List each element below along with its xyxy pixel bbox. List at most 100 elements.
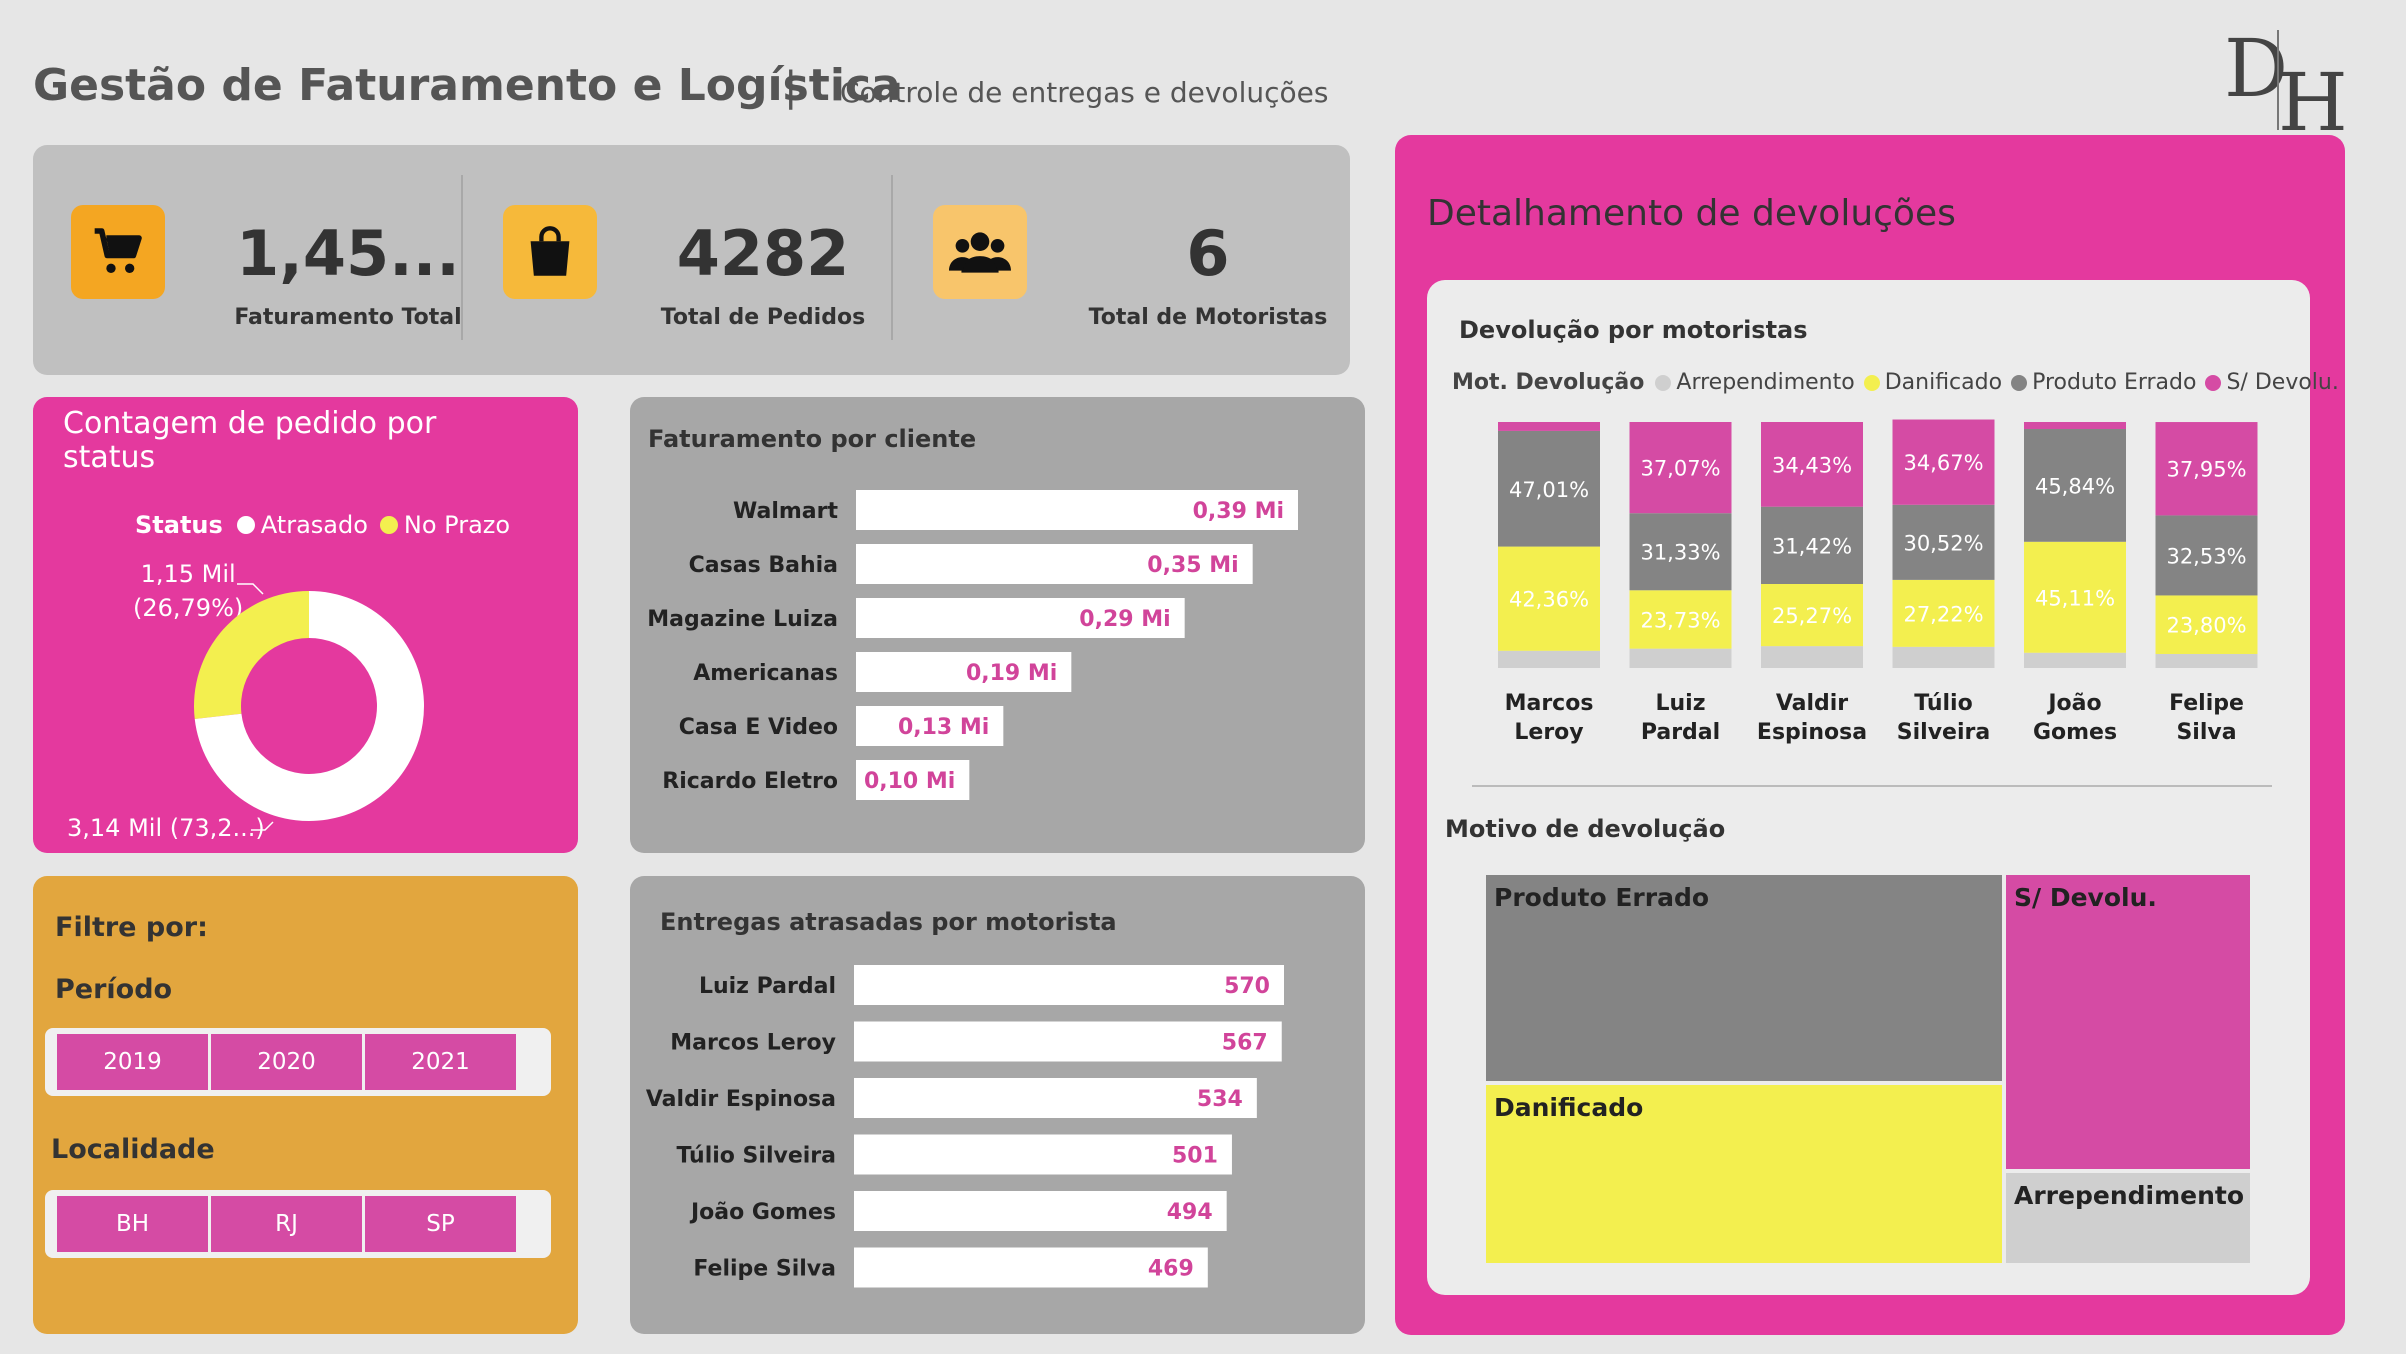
logo-divider xyxy=(2277,30,2279,130)
stack-segment-danificado[interactable] xyxy=(1761,583,1863,647)
stack-value-label: 30,52% xyxy=(1903,531,1983,555)
donut-label-atrasado: 1,15 Mil (26,79%) xyxy=(133,557,243,625)
stack-segment-danificado[interactable] xyxy=(2155,595,2258,654)
bar-walmart[interactable] xyxy=(856,490,1298,530)
legend-dot-produto-errado xyxy=(2011,374,2028,391)
stack-value-label: 37,07% xyxy=(1640,457,1720,481)
stack-segment-danificado[interactable] xyxy=(1498,546,1600,651)
bar-value-label: 534 xyxy=(1197,1087,1243,1112)
bar-americanas[interactable] xyxy=(856,652,1072,692)
bar-category-label: Valdir Espinosa xyxy=(646,1087,836,1112)
treemap-tile-produto-errado[interactable]: Produto Errado xyxy=(1484,873,2004,1083)
bar-category-label: Luiz Pardal xyxy=(699,974,836,999)
stack-segment-produto-errado[interactable] xyxy=(1629,513,1732,591)
stack-segment-produto-errado[interactable] xyxy=(1761,506,1863,584)
kpi-value-orders: 4282 xyxy=(676,217,850,290)
legend-label-produto-errado: Produto Errado xyxy=(2032,370,2197,395)
bar-luiz-pardal[interactable] xyxy=(854,965,1284,1005)
legend-dot-danificado xyxy=(1863,374,1880,391)
donut-leader-bottom xyxy=(251,821,274,831)
bar-category-label: João Gomes xyxy=(689,1200,836,1225)
bar-valdir-espinosa[interactable] xyxy=(854,1078,1257,1118)
cart-icon xyxy=(71,205,165,299)
filter-title: Filtre por: xyxy=(55,912,208,943)
stack-segment-arrependimento[interactable] xyxy=(1892,646,1995,668)
period-button-2019[interactable]: 2019 xyxy=(57,1034,208,1090)
returns-stacked-chart: 42,36% 47,01% Marcos Leroy 23,73% 31,33% 37,07… xyxy=(1498,419,2258,745)
stack-segment-s-devolu[interactable] xyxy=(1892,419,1995,505)
stack-chart-title: Devolução por motoristas xyxy=(1459,316,1808,344)
stack-segment-arrependimento[interactable] xyxy=(2155,653,2258,668)
stack-segment-arrependimento[interactable] xyxy=(2024,652,2126,668)
stack-value-label: 23,80% xyxy=(2166,614,2246,638)
stack-segment-s-devolu[interactable] xyxy=(1629,422,1732,514)
bar-casa-e-video[interactable] xyxy=(856,706,1004,746)
stack-category-label: Silveira xyxy=(1897,720,1990,745)
bar-category-label: Americanas xyxy=(693,661,838,686)
bar-value-label: 0,13 Mi xyxy=(898,715,989,740)
legend-label-arrependimento: Arrependimento xyxy=(1676,370,1855,395)
filter-panel: Filtre por: Período 2019 2020 2021 Local… xyxy=(33,876,578,1334)
bar-casas-bahia[interactable] xyxy=(856,544,1253,584)
location-button-bh[interactable]: BH xyxy=(57,1196,208,1252)
page-subtitle: Controle de entregas e devoluções xyxy=(840,76,1329,109)
kpi-value-revenue: 1,45... xyxy=(236,217,460,290)
donut-slice-atrasado[interactable] xyxy=(194,591,309,720)
bar-value-label: 567 xyxy=(1222,1031,1268,1056)
section-divider xyxy=(1472,785,2272,787)
legend-label-no-prazo: No Prazo xyxy=(403,511,511,539)
stack-segment-produto-errado[interactable] xyxy=(1498,430,1600,547)
bar-joao-gomes[interactable] xyxy=(854,1191,1227,1231)
bar-category-label: Felipe Silva xyxy=(693,1257,836,1282)
stack-segment-produto-errado[interactable] xyxy=(1892,504,1995,580)
treemap-tile-arrependimento[interactable]: Arrependimento xyxy=(2004,1171,2252,1265)
stack-segment-danificado[interactable] xyxy=(2024,541,2126,653)
donut-slice-no-prazo[interactable] xyxy=(194,591,424,821)
period-button-2020[interactable]: 2020 xyxy=(211,1034,362,1090)
treemap-tile-danificado[interactable]: Danificado xyxy=(1484,1083,2004,1265)
stack-value-label: 37,95% xyxy=(2166,458,2246,482)
stack-value-label: 31,42% xyxy=(1772,534,1852,558)
stack-segment-arrependimento[interactable] xyxy=(1629,648,1732,668)
stack-category-label: Leroy xyxy=(1514,720,1583,745)
stack-legend-title: Mot. Devolução xyxy=(1452,370,1645,395)
stack-segment-arrependimento[interactable] xyxy=(1761,646,1863,668)
legend-dot-atrasado xyxy=(236,516,255,534)
stack-segment-produto-errado[interactable] xyxy=(2024,429,2126,542)
revenue-chart-title: Faturamento por cliente xyxy=(648,425,977,453)
donut-leader-top xyxy=(237,583,264,595)
bar-ricardo-eletro[interactable] xyxy=(856,760,970,800)
bar-value-label: 0,19 Mi xyxy=(966,661,1057,686)
location-button-rj[interactable]: RJ xyxy=(211,1196,362,1252)
location-button-sp[interactable]: SP xyxy=(365,1196,516,1252)
bar-category-label: Túlio Silveira xyxy=(676,1144,836,1169)
period-button-2021[interactable]: 2021 xyxy=(365,1034,516,1090)
returns-treemap: Produto Errado S/ Devolu. Danificado Arr… xyxy=(1484,873,2252,1265)
stack-segment-s-devolu[interactable] xyxy=(1498,422,1600,431)
returns-detail-title: Detalhamento de devoluções xyxy=(1427,193,1956,234)
legend-label-sem-devolucao: S/ Devolu. xyxy=(2226,370,2339,395)
stack-segment-danificado[interactable] xyxy=(1629,590,1732,649)
shopping-bag-icon xyxy=(503,205,597,299)
treemap-label-sem-devolucao: S/ Devolu. xyxy=(2014,883,2157,912)
stack-category-label: Marcos xyxy=(1505,691,1594,716)
bar-felipe-silva[interactable] xyxy=(854,1247,1208,1288)
stack-segment-danificado[interactable] xyxy=(1892,579,1995,647)
stack-segment-produto-errado[interactable] xyxy=(2155,515,2258,596)
treemap-tile-sem-devolucao[interactable]: S/ Devolu. xyxy=(2004,873,2252,1171)
page-title: Gestão de Faturamento e Logística xyxy=(33,60,901,111)
kpi-divider xyxy=(891,175,893,340)
legend-dot-no-prazo xyxy=(379,516,398,534)
stack-segment-s-devolu[interactable] xyxy=(1761,422,1863,507)
bar-tulio-silveira[interactable] xyxy=(854,1134,1232,1175)
stack-segment-arrependimento[interactable] xyxy=(1498,650,1600,668)
bar-marcos-leroy[interactable] xyxy=(854,1021,1282,1062)
logo-letter-h: H xyxy=(2278,56,2348,149)
treemap-label-arrependimento: Arrependimento xyxy=(2014,1181,2245,1210)
stack-value-label: 45,11% xyxy=(2035,586,2115,610)
bar-magazine-luiza[interactable] xyxy=(856,598,1185,638)
kpi-label-orders: Total de Pedidos xyxy=(660,305,866,330)
stack-segment-s-devolu[interactable] xyxy=(2155,422,2258,516)
donut-label-atrasado-pct: (26,79%) xyxy=(133,594,244,622)
stack-segment-s-devolu[interactable] xyxy=(2024,422,2126,430)
